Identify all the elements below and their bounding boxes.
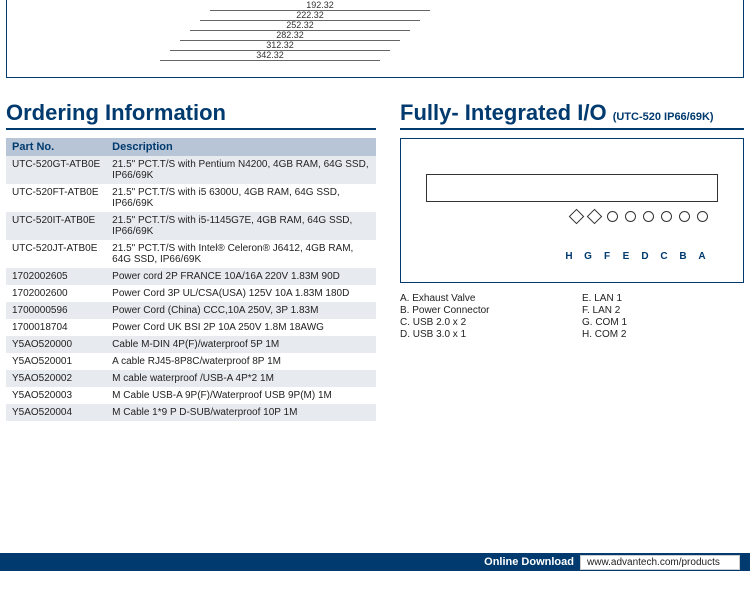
table-row: UTC-520FT-ATB0E21.5" PCT.T/S with i5 630… (6, 184, 376, 212)
io-letter: H (563, 251, 575, 262)
cell-desc: 21.5" PCT.T/S with i5 6300U, 4GB RAM, 64… (106, 184, 376, 212)
ordering-title: Ordering Information (6, 100, 376, 130)
io-section: Fully- Integrated I/O (UTC-520 IP66/69K)… (400, 100, 744, 421)
io-diagram: H G F E D C B A (400, 138, 744, 283)
col-desc: Description (106, 138, 376, 156)
port-d-icon (643, 211, 654, 222)
cell-partno: UTC-520FT-ATB0E (6, 184, 106, 212)
io-letter: A (696, 251, 708, 262)
dim-label: 252.32 (286, 20, 314, 30)
table-row: 1700018704Power Cord UK BSI 2P 10A 250V … (6, 319, 376, 336)
io-ports (571, 211, 708, 222)
legend-item: H. COM 2 (582, 329, 744, 340)
dim-label: 282.32 (276, 30, 304, 40)
legend-item: B. Power Connector (400, 305, 562, 316)
legend-item: G. COM 1 (582, 317, 744, 328)
col-partno: Part No. (6, 138, 106, 156)
table-row: UTC-520IT-ATB0E21.5" PCT.T/S with i5-114… (6, 212, 376, 240)
port-c-icon (661, 211, 672, 222)
port-e-icon (625, 211, 636, 222)
io-letter: G (582, 251, 594, 262)
cell-desc: M Cable 1*9 P D-SUB/waterproof 10P 1M (106, 404, 376, 421)
table-row: Y5AO520001A cable RJ45-8P8C/waterproof 8… (6, 353, 376, 370)
cell-partno: 1700000596 (6, 302, 106, 319)
cell-desc: Cable M-DIN 4P(F)/waterproof 5P 1M (106, 336, 376, 353)
cell-partno: UTC-520GT-ATB0E (6, 156, 106, 184)
dimension-diagram: 192.32 222.32 252.32 282.32 312.32 342.3… (155, 0, 375, 65)
ordering-section: Ordering Information Part No. Descriptio… (6, 100, 376, 421)
io-subtitle: (UTC-520 IP66/69K) (613, 111, 714, 123)
legend-col-left: A. Exhaust Valve B. Power Connector C. U… (400, 293, 562, 341)
legend-item: F. LAN 2 (582, 305, 744, 316)
port-g-icon (587, 209, 603, 225)
cell-desc: 21.5" PCT.T/S with Pentium N4200, 4GB RA… (106, 156, 376, 184)
port-a-icon (697, 211, 708, 222)
cell-partno: Y5AO520003 (6, 387, 106, 404)
cell-desc: Power Cord 3P UL/CSA(USA) 125V 10A 1.83M… (106, 285, 376, 302)
cell-desc: 21.5" PCT.T/S with Intel® Celeron® J6412… (106, 240, 376, 268)
cell-desc: M cable waterproof /USB-A 4P*2 1M (106, 370, 376, 387)
cell-partno: Y5AO520000 (6, 336, 106, 353)
io-letter: F (601, 251, 613, 262)
dim-label: 312.32 (266, 40, 294, 50)
table-row: UTC-520JT-ATB0E21.5" PCT.T/S with Intel®… (6, 240, 376, 268)
table-row: 1702002605Power cord 2P FRANCE 10A/16A 2… (6, 268, 376, 285)
cell-partno: UTC-520IT-ATB0E (6, 212, 106, 240)
io-letter: B (677, 251, 689, 262)
footer-label: Online Download (484, 556, 574, 568)
io-letter-row: H G F E D C B A (563, 251, 708, 262)
cell-partno: 1702002600 (6, 285, 106, 302)
io-panel-outline (426, 174, 718, 202)
port-b-icon (679, 211, 690, 222)
cell-partno: Y5AO520004 (6, 404, 106, 421)
dim-label: 342.32 (256, 50, 284, 60)
dim-label: 222.32 (296, 10, 324, 20)
ordering-table: Part No. Description UTC-520GT-ATB0E21.5… (6, 138, 376, 421)
legend-item: C. USB 2.0 x 2 (400, 317, 562, 328)
table-row: 1702002600Power Cord 3P UL/CSA(USA) 125V… (6, 285, 376, 302)
cell-desc: Power cord 2P FRANCE 10A/16A 220V 1.83M … (106, 268, 376, 285)
io-letter: C (658, 251, 670, 262)
io-letter: E (620, 251, 632, 262)
cell-desc: M Cable USB-A 9P(F)/Waterproof USB 9P(M)… (106, 387, 376, 404)
legend-col-right: E. LAN 1 F. LAN 2 G. COM 1 H. COM 2 (582, 293, 744, 341)
table-row: Y5AO520004M Cable 1*9 P D-SUB/waterproof… (6, 404, 376, 421)
legend-item: A. Exhaust Valve (400, 293, 562, 304)
io-title-text: Fully- Integrated I/O (400, 100, 607, 125)
cell-desc: A cable RJ45-8P8C/waterproof 8P 1M (106, 353, 376, 370)
legend-item: E. LAN 1 (582, 293, 744, 304)
footer-url[interactable]: www.advantech.com/products (580, 555, 740, 570)
cell-partno: UTC-520JT-ATB0E (6, 240, 106, 268)
dim-label: 192.32 (306, 0, 334, 10)
table-row: Y5AO520002M cable waterproof /USB-A 4P*2… (6, 370, 376, 387)
cell-partno: 1702002605 (6, 268, 106, 285)
cell-partno: 1700018704 (6, 319, 106, 336)
footer-bar: Online Download www.advantech.com/produc… (0, 553, 750, 571)
io-letter: D (639, 251, 651, 262)
table-row: 1700000596Power Cord (China) CCC,10A 250… (6, 302, 376, 319)
cell-desc: Power Cord (China) CCC,10A 250V, 3P 1.83… (106, 302, 376, 319)
cell-partno: Y5AO520001 (6, 353, 106, 370)
cell-partno: Y5AO520002 (6, 370, 106, 387)
port-f-icon (607, 211, 618, 222)
cell-desc: Power Cord UK BSI 2P 10A 250V 1.8M 18AWG (106, 319, 376, 336)
table-row: Y5AO520003M Cable USB-A 9P(F)/Waterproof… (6, 387, 376, 404)
port-h-icon (569, 209, 585, 225)
io-legend: A. Exhaust Valve B. Power Connector C. U… (400, 293, 744, 341)
io-title: Fully- Integrated I/O (UTC-520 IP66/69K) (400, 100, 744, 130)
table-row: UTC-520GT-ATB0E21.5" PCT.T/S with Pentiu… (6, 156, 376, 184)
cell-desc: 21.5" PCT.T/S with i5-1145G7E, 4GB RAM, … (106, 212, 376, 240)
table-row: Y5AO520000Cable M-DIN 4P(F)/waterproof 5… (6, 336, 376, 353)
legend-item: D. USB 3.0 x 1 (400, 329, 562, 340)
